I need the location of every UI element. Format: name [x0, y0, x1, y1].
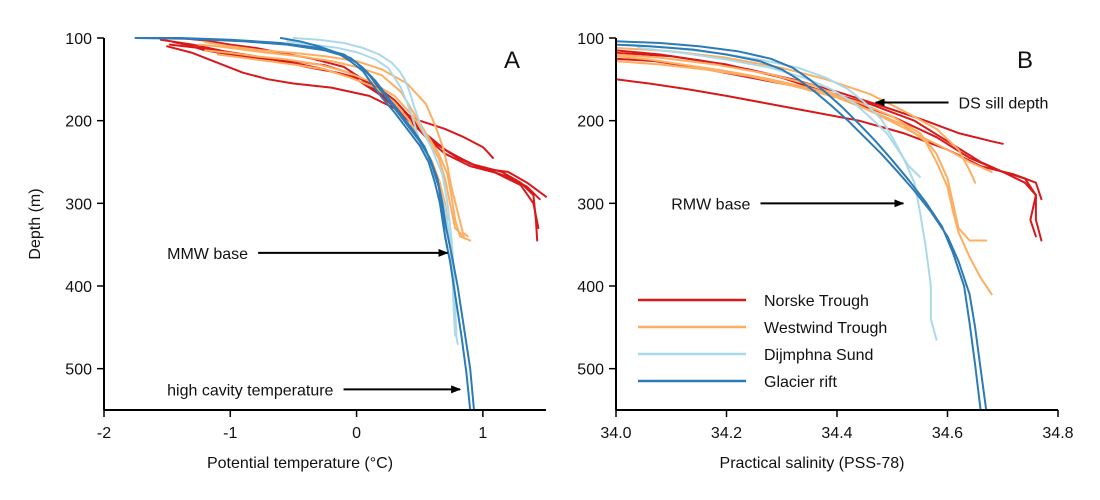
x-tick-label: 0: [352, 425, 361, 442]
y-tick-label: 300: [65, 196, 92, 213]
annotation-text: MMW base: [167, 246, 248, 263]
x-axis-label: Potential temperature (°C): [207, 455, 393, 472]
legend: Norske Trough Westwind Trough Dijmphna Sun…: [638, 293, 887, 391]
series-line-westwind-trough-6: [204, 49, 465, 238]
series-line-westwind-trough-5: [197, 43, 472, 242]
y-tick-label: 100: [65, 31, 92, 48]
y-tick-label: 100: [577, 31, 604, 48]
x-tick-label: 1: [478, 425, 487, 442]
x-axis-label: Practical salinity (PSS-78): [720, 455, 905, 472]
y-tick-label: 400: [577, 279, 604, 296]
x-tick-label: -2: [97, 425, 111, 442]
series-line-westwind-trough-4: [615, 55, 988, 242]
series-line-dijmphna-sund-9: [637, 46, 921, 178]
x-tick-label: 34.6: [932, 425, 963, 442]
annotation-text: high cavity temperature: [167, 382, 333, 399]
panel-letter: B: [1017, 47, 1033, 74]
series-line-glacier-rift-11: [134, 37, 475, 411]
series-line-norske-trough-1: [178, 37, 539, 242]
series-line-glacier-rift-13: [279, 37, 449, 250]
panel-b: 34.0 34.2 34.4 34.6 34.8 100 200 300 400 500 Pract…: [577, 31, 1073, 472]
series-line-westwind-trough-7: [615, 53, 993, 173]
y-tick-label: 400: [65, 279, 92, 296]
y-tick-label: 200: [65, 114, 92, 131]
x-tick-label: 34.4: [821, 425, 852, 442]
series-line-norske-trough-3: [615, 51, 1037, 238]
series-line-westwind-trough-8: [204, 41, 469, 238]
series-line-glacier-rift-12: [134, 37, 472, 411]
legend-label: Glacier rift: [764, 374, 837, 391]
legend-label: Dijmphna Sund: [764, 347, 873, 364]
series-group: [615, 40, 1043, 411]
legend-label: Westwind Trough: [764, 320, 887, 337]
legend-label: Norske Trough: [764, 293, 869, 310]
series-group: [134, 37, 547, 411]
panel-a: -2 -1 0 1 100 200 300 400 500 Potential temperatu…: [27, 31, 547, 472]
y-tick-label: 300: [577, 196, 604, 213]
series-line-westwind-trough-6: [615, 46, 977, 184]
series-line-norske-trough-2: [166, 45, 494, 159]
panel-letter: A: [504, 47, 520, 74]
x-tick-label: 34.2: [711, 425, 742, 442]
x-tick-label: 34.8: [1042, 425, 1073, 442]
y-tick-label: 500: [577, 362, 604, 379]
y-tick-label: 200: [577, 114, 604, 131]
y-tick-label: 500: [65, 362, 92, 379]
annotation-text: RMW base: [671, 196, 750, 213]
series-line-westwind-trough-5: [615, 60, 993, 296]
series-line-norske-trough-4: [168, 43, 540, 230]
y-axis-label: Depth (m): [27, 188, 44, 259]
x-tick-label: 34.0: [600, 425, 631, 442]
series-line-glacier-rift-10: [615, 43, 988, 411]
x-tick-label: -1: [223, 425, 237, 442]
series-line-glacier-rift-11: [615, 40, 982, 411]
annotation-text: DS sill depth: [959, 95, 1049, 112]
